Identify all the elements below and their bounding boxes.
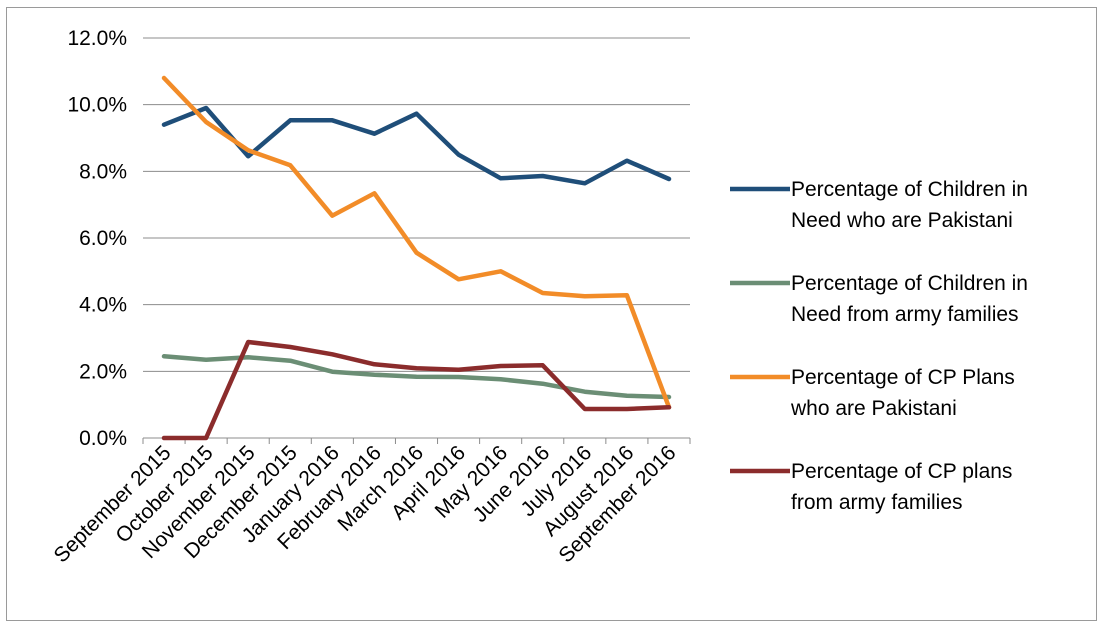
y-tick-label: 0.0%	[79, 427, 127, 450]
chart-frame	[6, 7, 1097, 621]
legend-label: from army families	[791, 491, 963, 514]
y-tick-label: 8.0%	[79, 160, 127, 183]
legend-label: Need from army families	[791, 303, 1019, 326]
legend-label: Percentage of CP Plans	[791, 366, 1015, 389]
legend-label: Percentage of CP plans	[791, 460, 1012, 483]
y-axis-ticks: 0.0% 2.0% 4.0% 6.0% 8.0% 10.0% 12.0%	[67, 27, 127, 450]
y-tick-label: 2.0%	[79, 360, 127, 383]
y-tick-label: 10.0%	[67, 94, 127, 117]
y-tick-label: 12.0%	[67, 27, 127, 50]
series-line-4	[161, 339, 672, 441]
legend-label: Percentage of Children in	[791, 272, 1028, 295]
series-line-1	[161, 105, 672, 186]
y-tick-label: 6.0%	[79, 227, 127, 250]
legend-label: who are Pakistani	[790, 397, 957, 420]
y-tick-label: 4.0%	[79, 294, 127, 317]
series-lines	[161, 75, 672, 441]
series-line-3	[161, 75, 672, 410]
series-line-2	[161, 354, 672, 400]
legend-label: Need who are Pakistani	[791, 209, 1013, 232]
gridlines	[142, 37, 691, 444]
legend-label: Percentage of Children in	[791, 178, 1028, 201]
legend: Percentage of Children in Need who are Pa…	[730, 178, 1028, 514]
